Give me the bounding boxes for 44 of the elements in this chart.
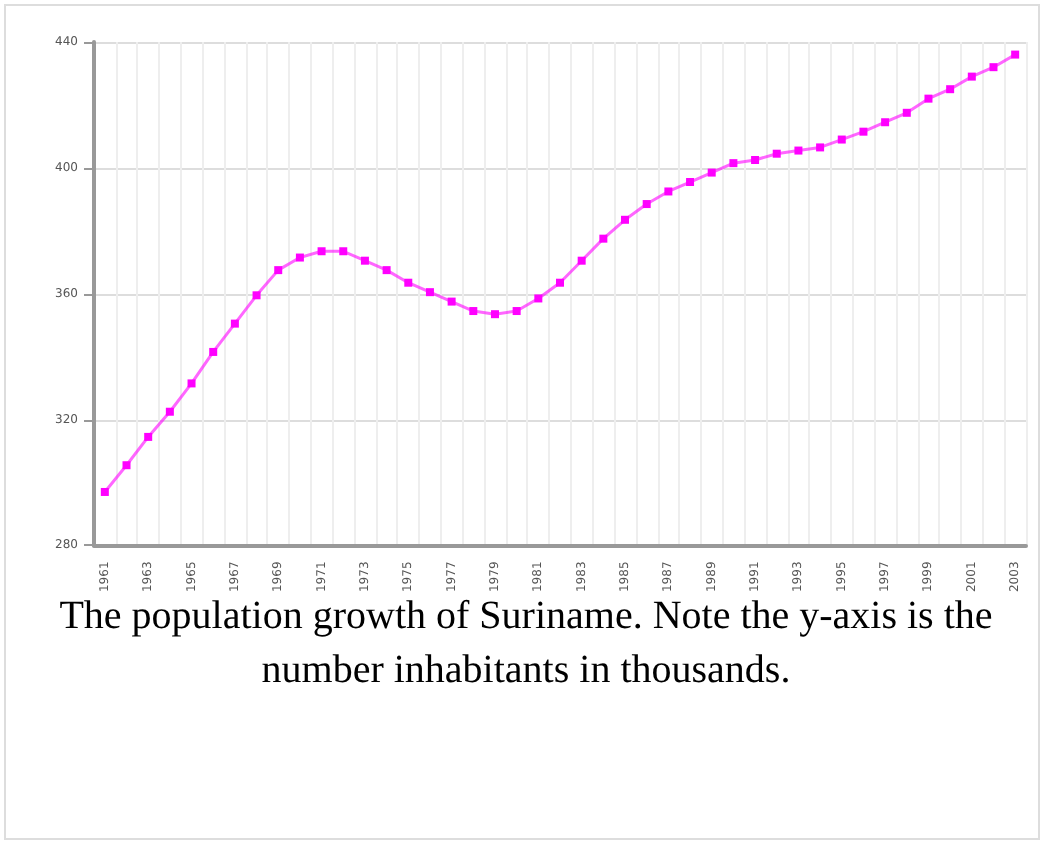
point	[425, 288, 434, 297]
point	[100, 487, 109, 496]
point	[751, 156, 760, 164]
point	[339, 247, 348, 256]
point	[664, 187, 673, 196]
point	[924, 94, 933, 103]
point	[360, 256, 369, 265]
point	[230, 319, 239, 328]
point	[837, 135, 846, 144]
point	[881, 118, 890, 127]
point	[556, 278, 564, 287]
point	[902, 108, 911, 117]
point	[642, 200, 651, 209]
point	[317, 247, 326, 256]
point	[274, 266, 283, 275]
point	[946, 85, 955, 94]
point	[686, 178, 695, 187]
point	[772, 149, 781, 158]
point	[621, 215, 630, 224]
point	[859, 127, 868, 136]
point	[252, 291, 261, 300]
point	[404, 278, 413, 287]
point	[144, 432, 153, 441]
point	[729, 159, 738, 168]
point	[707, 168, 716, 177]
point	[794, 146, 803, 155]
point	[577, 256, 586, 265]
point	[989, 63, 998, 72]
point	[447, 297, 456, 306]
point	[295, 253, 304, 262]
point	[534, 294, 543, 303]
point	[816, 143, 825, 152]
point	[469, 307, 478, 316]
point	[512, 307, 521, 316]
point	[209, 347, 218, 356]
point	[490, 310, 499, 319]
point	[382, 266, 391, 275]
text: The population growth of Suriname. Note the y-axis is the number inhabitants in thousands.	[57, 592, 995, 696]
point	[122, 461, 131, 470]
point	[967, 72, 976, 81]
point	[1011, 50, 1020, 59]
point	[165, 407, 174, 416]
point	[599, 234, 608, 243]
point	[187, 379, 196, 388]
